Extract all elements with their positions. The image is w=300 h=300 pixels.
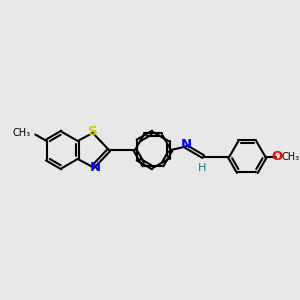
Text: CH₃: CH₃ — [281, 152, 299, 162]
Text: S: S — [88, 125, 98, 138]
Text: N: N — [180, 138, 191, 151]
Text: N: N — [90, 161, 101, 174]
Text: H: H — [198, 163, 206, 173]
Text: CH₃: CH₃ — [12, 128, 30, 138]
Text: O: O — [271, 150, 282, 163]
